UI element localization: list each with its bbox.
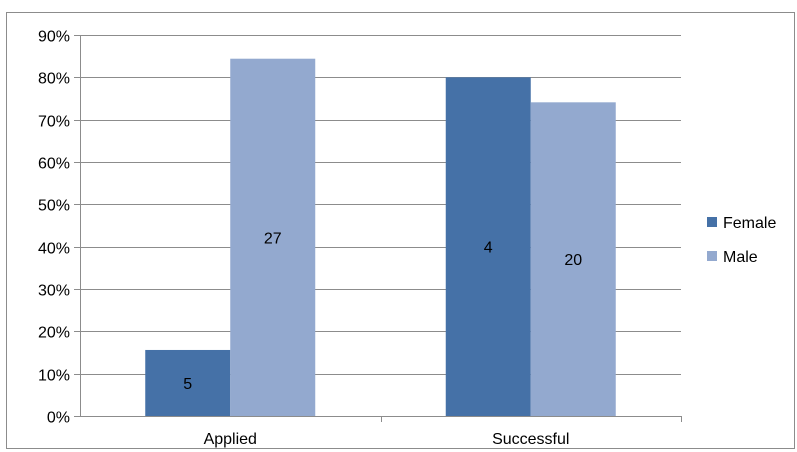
bar-female-applied	[145, 349, 231, 416]
chart-frame	[6, 12, 795, 449]
bar-male-applied	[230, 58, 316, 416]
data-label: 27	[264, 230, 282, 247]
y-tick-label: 90%	[38, 29, 70, 46]
y-tick-label: 60%	[38, 156, 70, 173]
data-label: 20	[564, 252, 582, 269]
y-tick-label: 70%	[38, 114, 70, 131]
y-tick-label: 10%	[38, 368, 70, 385]
y-tick-label: 40%	[38, 241, 70, 258]
data-label: 5	[183, 376, 192, 393]
data-label: 4	[484, 240, 493, 257]
y-tick-label: 50%	[38, 198, 70, 215]
y-tick-label: 80%	[38, 71, 70, 88]
bar-male-successful	[530, 102, 616, 416]
legend-label-female: Female	[723, 215, 776, 232]
x-axis-category-labels: Applied Successful	[204, 431, 570, 448]
y-axis-tick-labels: 0% 10% 20% 30% 40% 50% 60% 70% 80% 90%	[38, 29, 70, 427]
bar-female-successful	[445, 77, 531, 416]
y-tick-label: 20%	[38, 325, 70, 342]
legend-swatch-male	[707, 251, 717, 261]
y-tick-label: 30%	[38, 283, 70, 300]
legend-swatch-female	[707, 217, 717, 227]
legend: Female Male	[707, 215, 776, 266]
x-category-label: Successful	[492, 431, 569, 448]
axes	[74, 35, 682, 422]
x-category-label: Applied	[204, 431, 257, 448]
bars	[145, 58, 616, 416]
data-labels: 5 27 4 20	[183, 230, 582, 393]
legend-label-male: Male	[723, 249, 758, 266]
y-tick-label: 0%	[47, 410, 70, 427]
